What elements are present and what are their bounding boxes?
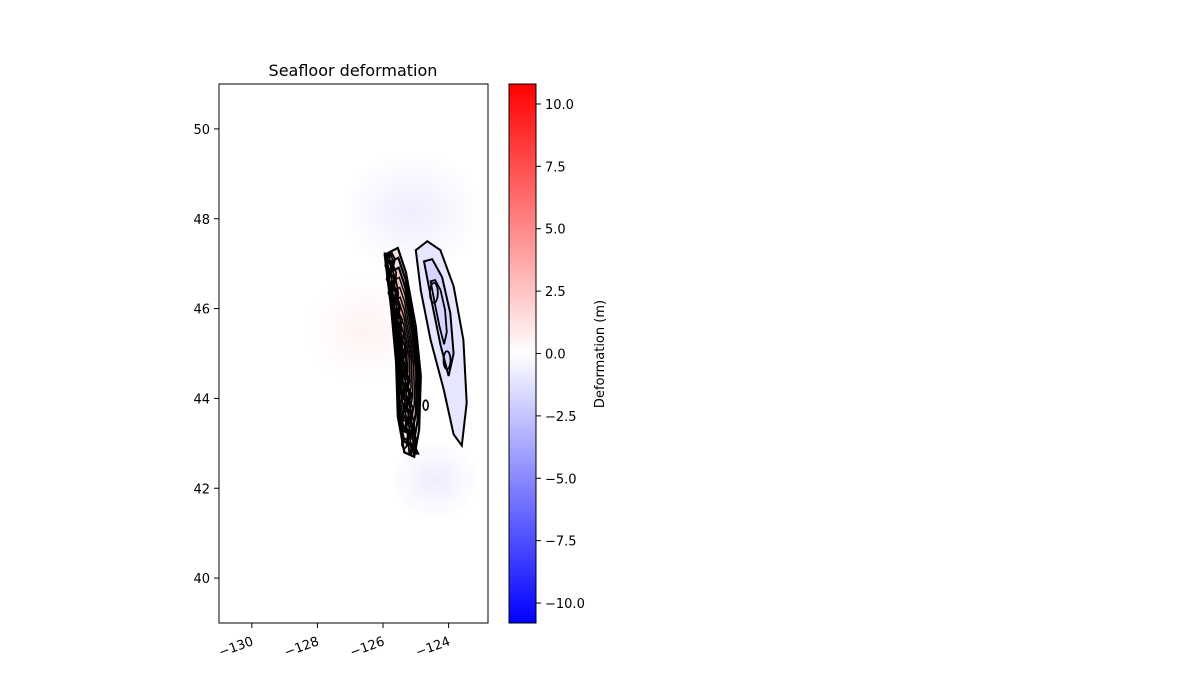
- x-tick-label: −128: [283, 634, 322, 660]
- y-tick-label: 40: [193, 572, 210, 587]
- subsidence-glow: [342, 152, 482, 272]
- uplift-contour-edge: [390, 251, 420, 455]
- subsidence-contour-small: [442, 350, 452, 371]
- subsidence-contour-outer: [414, 239, 468, 449]
- x-axis: −130 −128 −126 −124: [217, 623, 453, 661]
- colorbar-tick-label: −10.0: [545, 597, 585, 612]
- colorbar-tick-label: 7.5: [545, 160, 566, 175]
- y-tick-label: 42: [193, 482, 210, 497]
- y-tick-label: 44: [193, 392, 210, 407]
- y-axis: 40 42 44 46 48 50: [193, 123, 219, 587]
- chart-title: Seafloor deformation: [269, 61, 438, 80]
- colorbar-tick-label: 0.0: [545, 348, 566, 363]
- colorbar-axis: −10.0 −7.5 −5.0 −2.5 0.0 2.5 5.0 7.5 10.0: [536, 98, 585, 612]
- plot-frame: [218, 83, 489, 624]
- colorbar-tick-label: −2.5: [545, 410, 577, 425]
- colorbar-tick-label: 5.0: [545, 223, 566, 238]
- colorbar-label: Deformation (m): [593, 300, 608, 408]
- x-tick-label: −130: [217, 634, 256, 660]
- contour-lines: [383, 239, 468, 459]
- uplift-glow-south: [390, 440, 480, 520]
- colorbar-tick-label: 10.0: [545, 98, 574, 113]
- subsidence-contour-inner: [422, 258, 455, 377]
- uplift-contour-edge: [388, 252, 415, 455]
- x-tick-label: −124: [414, 634, 453, 660]
- y-tick-label: 50: [193, 123, 210, 138]
- uplift-contour-small: [401, 437, 408, 450]
- y-tick-label: 46: [193, 303, 210, 318]
- y-tick-label: 48: [193, 213, 210, 228]
- uplift-contour-small: [422, 399, 429, 411]
- subsidence-contour-core: [429, 279, 448, 345]
- uplift-contour-edge: [383, 252, 411, 455]
- colorbar: [508, 83, 537, 624]
- map-plot-area: [219, 84, 488, 623]
- subsidence-contour-small: [428, 281, 439, 304]
- colorbar-tick-label: −5.0: [545, 472, 577, 487]
- colorbar-tick-label: −7.5: [545, 535, 577, 550]
- colorbar-tick-label: 2.5: [545, 285, 566, 300]
- x-tick-label: −126: [348, 634, 387, 660]
- uplift-contour-small: [407, 426, 415, 438]
